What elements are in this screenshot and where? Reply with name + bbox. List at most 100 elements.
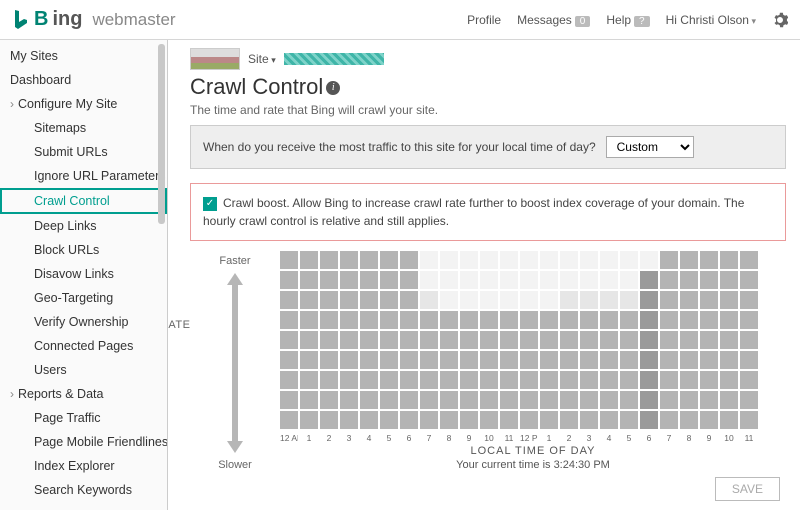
heatmap-cell[interactable] [600,391,618,409]
heatmap-cell[interactable] [460,351,478,369]
crawl-boost-checkbox[interactable]: ✓ [203,197,217,211]
heatmap-cell[interactable] [500,391,518,409]
heatmap-cell[interactable] [480,351,498,369]
heatmap-cell[interactable] [580,251,598,269]
sidebar-item[interactable]: Index Explorer [0,454,167,478]
heatmap-cell[interactable] [740,251,758,269]
sidebar-item[interactable]: Submit URLs [0,140,167,164]
heatmap-cell[interactable] [720,291,738,309]
heatmap-cell[interactable] [720,411,738,429]
heatmap-cell[interactable] [580,391,598,409]
heatmap-cell[interactable] [560,351,578,369]
heatmap-cell[interactable] [580,271,598,289]
heatmap-cell[interactable] [600,311,618,329]
sidebar-item[interactable]: Configure My Site [0,92,167,116]
heatmap-cell[interactable] [720,311,738,329]
heatmap-cell[interactable] [480,291,498,309]
heatmap-cell[interactable] [560,311,578,329]
heatmap-cell[interactable] [380,351,398,369]
sidebar-item[interactable]: Block URLs [0,238,167,262]
heatmap-cell[interactable] [640,311,658,329]
heatmap-cell[interactable] [340,371,358,389]
heatmap-cell[interactable] [280,271,298,289]
sidebar-item[interactable]: Page Mobile Friendliness [0,430,167,454]
heatmap-cell[interactable] [440,351,458,369]
heatmap-cell[interactable] [320,291,338,309]
heatmap-cell[interactable] [500,351,518,369]
help-link[interactable]: Help? [606,13,649,27]
sidebar-item[interactable]: Ignore URL Parameters [0,164,167,188]
heatmap-cell[interactable] [740,391,758,409]
heatmap-cell[interactable] [560,271,578,289]
heatmap-cell[interactable] [640,271,658,289]
heatmap-cell[interactable] [540,411,558,429]
heatmap-cell[interactable] [460,311,478,329]
heatmap-cell[interactable] [620,391,638,409]
heatmap-cell[interactable] [460,331,478,349]
heatmap-cell[interactable] [400,291,418,309]
heatmap-cell[interactable] [420,391,438,409]
heatmap-cell[interactable] [720,251,738,269]
heatmap-cell[interactable] [580,291,598,309]
sidebar-item[interactable]: Crawl Control [0,188,167,214]
heatmap-cell[interactable] [340,391,358,409]
heatmap-cell[interactable] [340,351,358,369]
heatmap-cell[interactable] [740,271,758,289]
heatmap-cell[interactable] [400,411,418,429]
heatmap-cell[interactable] [420,351,438,369]
heatmap-cell[interactable] [360,291,378,309]
heatmap-cell[interactable] [420,411,438,429]
heatmap-cell[interactable] [540,331,558,349]
heatmap-cell[interactable] [400,271,418,289]
heatmap-cell[interactable] [360,331,378,349]
heatmap-cell[interactable] [720,371,738,389]
heatmap-cell[interactable] [420,311,438,329]
heatmap-cell[interactable] [280,351,298,369]
heatmap-cell[interactable] [420,271,438,289]
heatmap-cell[interactable] [300,351,318,369]
sidebar-scrollbar[interactable] [158,44,165,224]
heatmap-cell[interactable] [640,391,658,409]
heatmap-cell[interactable] [440,311,458,329]
heatmap-cell[interactable] [280,331,298,349]
heatmap-cell[interactable] [580,311,598,329]
heatmap-cell[interactable] [480,391,498,409]
heatmap-cell[interactable] [380,291,398,309]
heatmap-cell[interactable] [480,311,498,329]
heatmap-cell[interactable] [520,271,538,289]
heatmap-cell[interactable] [740,331,758,349]
heatmap-cell[interactable] [340,311,358,329]
sidebar-item[interactable]: Deep Links [0,214,167,238]
heatmap-cell[interactable] [620,271,638,289]
heatmap-cell[interactable] [440,411,458,429]
heatmap-cell[interactable] [540,291,558,309]
heatmap-cell[interactable] [620,291,638,309]
heatmap-cell[interactable] [360,271,378,289]
heatmap-cell[interactable] [620,411,638,429]
heatmap-cell[interactable] [600,351,618,369]
heatmap-cell[interactable] [380,391,398,409]
heatmap-cell[interactable] [660,271,678,289]
heatmap-cell[interactable] [460,411,478,429]
heatmap-cell[interactable] [300,371,318,389]
heatmap-cell[interactable] [680,391,698,409]
heatmap-cell[interactable] [720,351,738,369]
sidebar-item[interactable]: Reports & Data [0,382,167,406]
heatmap-cell[interactable] [640,411,658,429]
heatmap-cell[interactable] [440,331,458,349]
heatmap-cell[interactable] [440,291,458,309]
heatmap-cell[interactable] [600,331,618,349]
heatmap-cell[interactable] [700,371,718,389]
info-icon[interactable]: i [326,81,340,95]
heatmap-cell[interactable] [740,311,758,329]
heatmap-cell[interactable] [540,351,558,369]
heatmap-cell[interactable] [640,351,658,369]
heatmap-cell[interactable] [640,371,658,389]
heatmap-cell[interactable] [740,411,758,429]
heatmap-cell[interactable] [600,411,618,429]
heatmap-cell[interactable] [500,331,518,349]
heatmap-cell[interactable] [500,311,518,329]
heatmap-cell[interactable] [560,291,578,309]
heatmap-cell[interactable] [540,311,558,329]
heatmap-cell[interactable] [700,311,718,329]
